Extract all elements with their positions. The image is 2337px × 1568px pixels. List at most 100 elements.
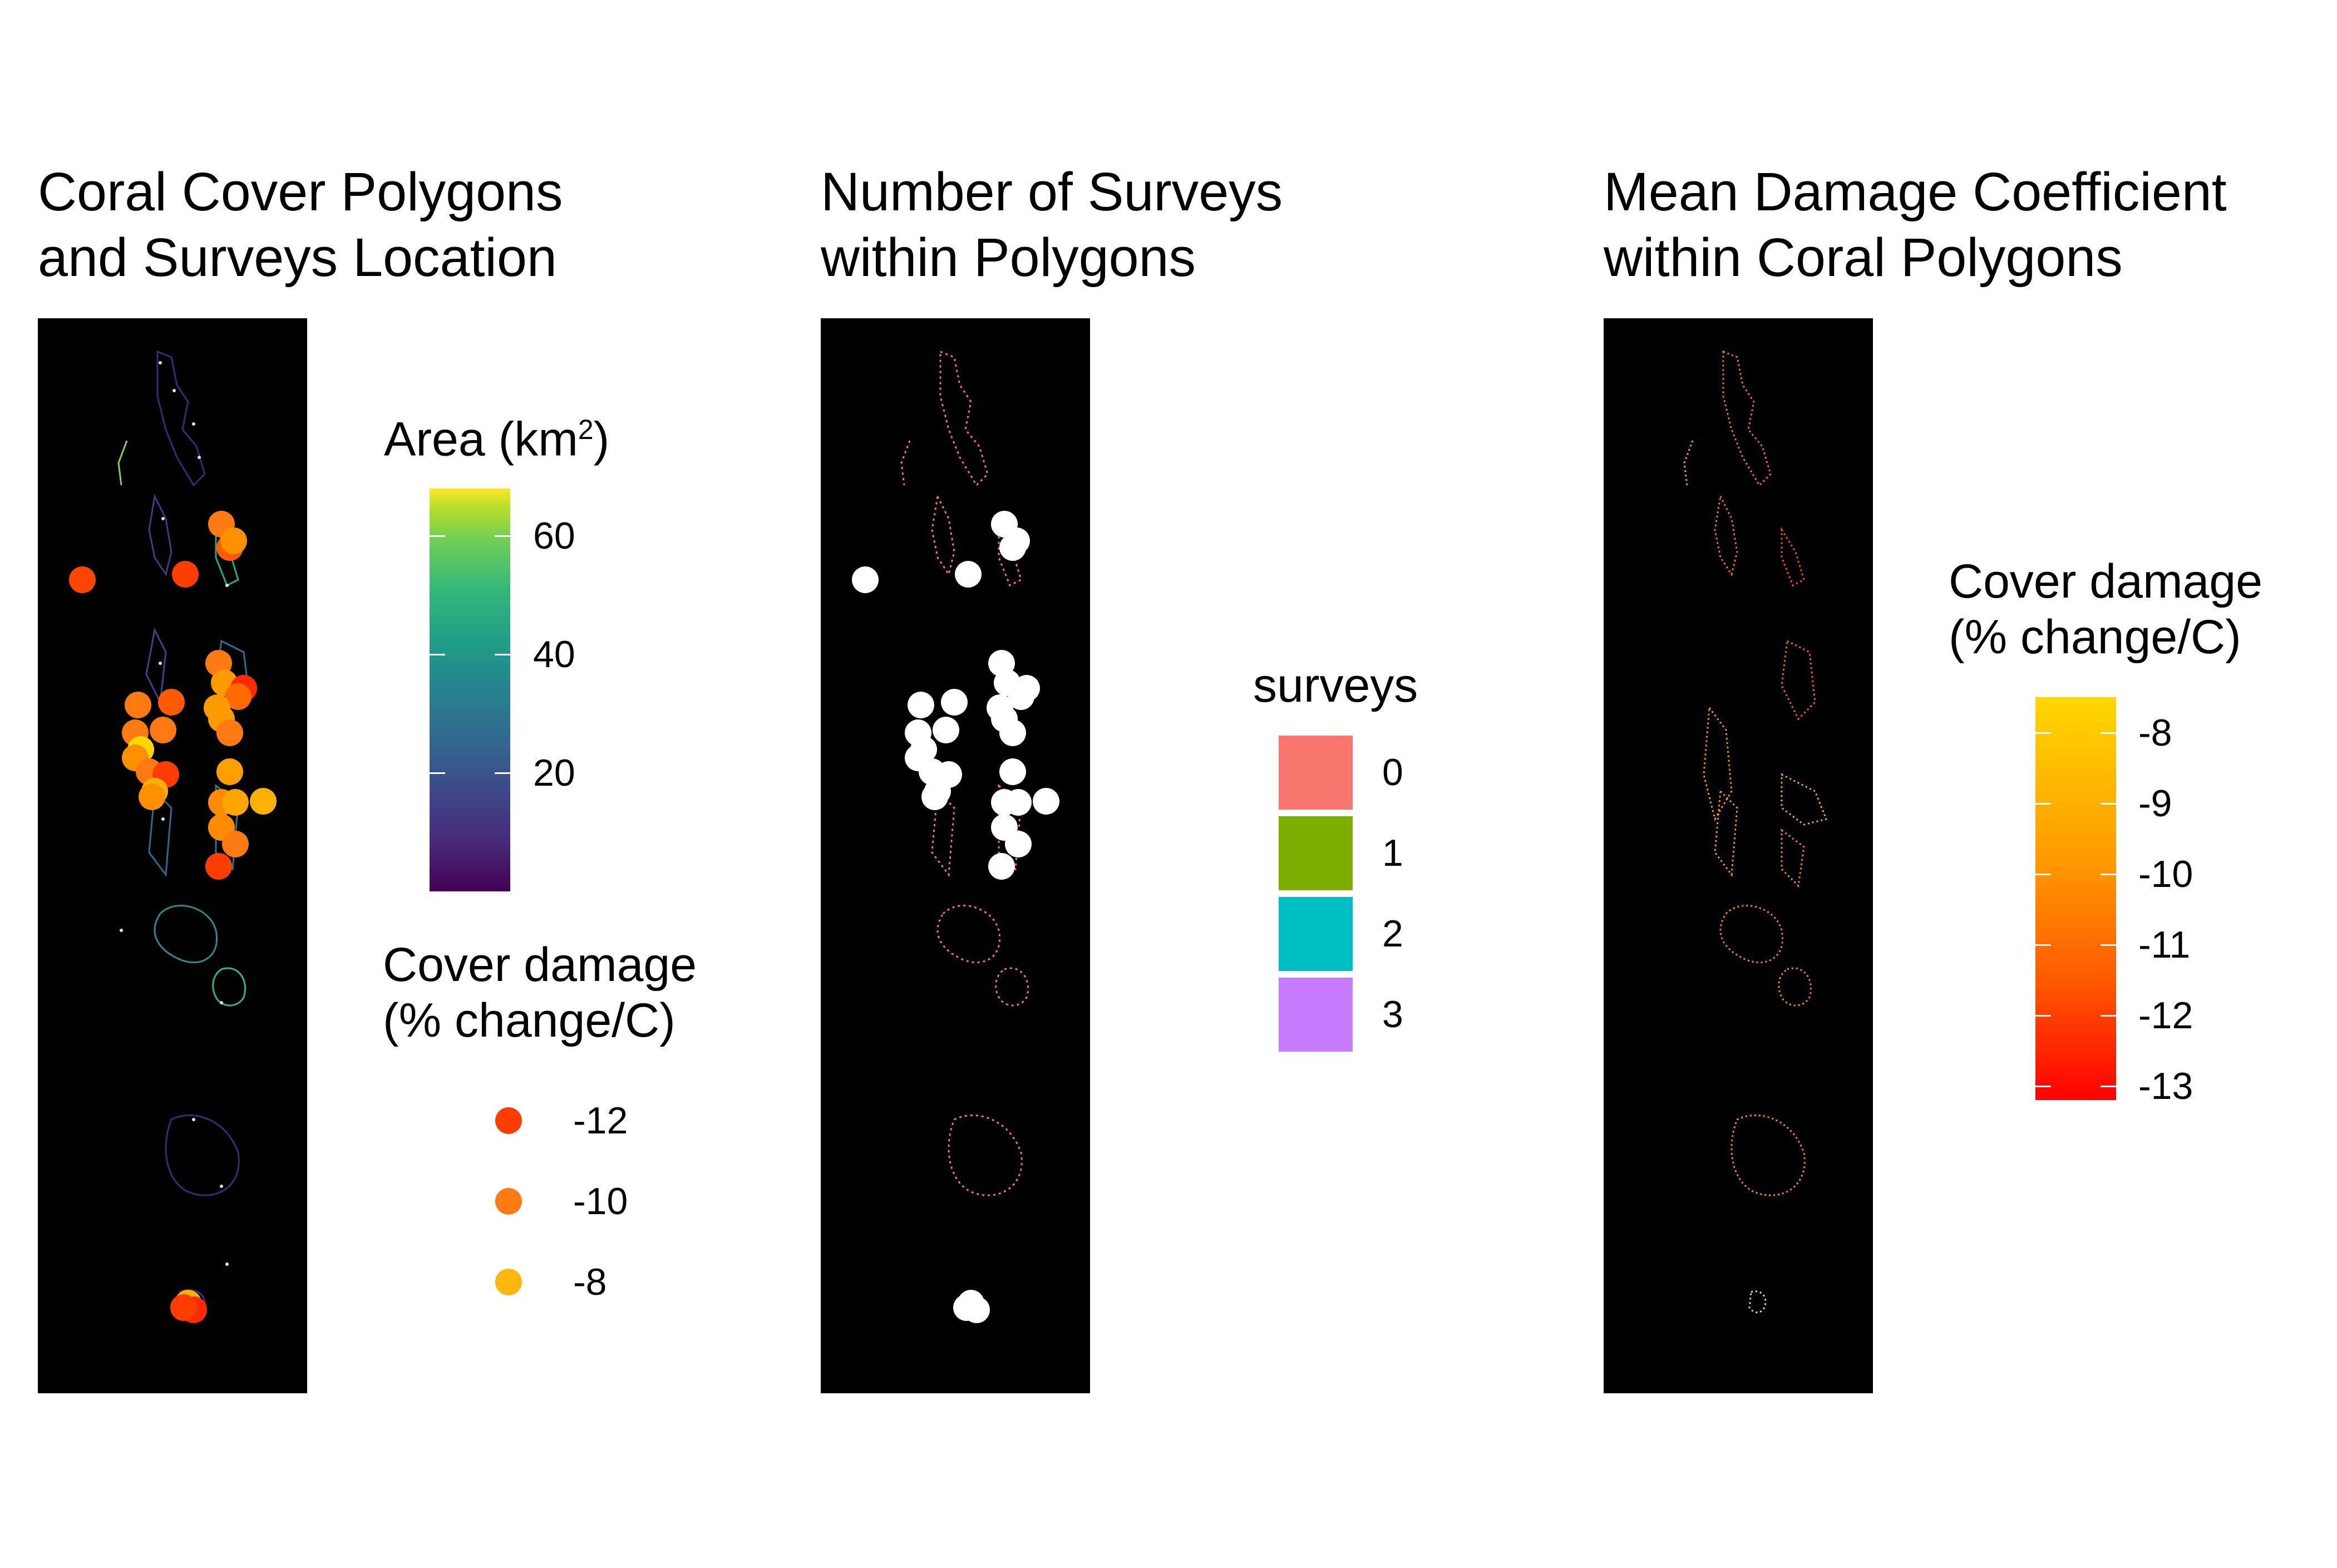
legend-area-title-sup: 2 xyxy=(578,414,594,445)
island-dot xyxy=(225,584,229,587)
legend-damage-tickmark xyxy=(2035,732,2051,734)
map-coral-cover-polygons[interactable] xyxy=(38,318,307,1393)
survey-point[interactable] xyxy=(250,788,277,815)
legend-area-tick-label: 60 xyxy=(533,515,575,558)
atoll-outline xyxy=(1778,967,1812,1007)
atoll-outline xyxy=(936,905,1000,964)
panel-1-title-line2: and Surveys Location xyxy=(38,227,557,288)
atoll-outline xyxy=(1781,773,1828,826)
legend-damage-tickmark xyxy=(2101,1085,2116,1087)
legend-damage-tickmark xyxy=(2035,873,2051,875)
survey-point[interactable] xyxy=(139,783,165,810)
legend-damage-tickmark xyxy=(2035,802,2051,805)
survey-point[interactable] xyxy=(933,717,959,743)
survey-point[interactable] xyxy=(1003,527,1030,554)
atoll-outline xyxy=(1781,639,1816,721)
map-damage-svg xyxy=(1683,350,1828,1314)
survey-point[interactable] xyxy=(150,717,176,743)
legend-surveys-label: 3 xyxy=(1382,993,1403,1036)
survey-point[interactable] xyxy=(921,783,948,810)
legend-area-tick-label: 20 xyxy=(533,752,575,795)
atoll-outline xyxy=(165,1115,240,1196)
legend-damage-tick-label: -9 xyxy=(2138,782,2172,825)
legend-damage-tick-label: -10 xyxy=(2138,852,2193,895)
legend-cover-point-key xyxy=(495,1107,522,1134)
atoll-outline xyxy=(1683,440,1694,486)
atoll-outline xyxy=(939,350,989,487)
island-dot xyxy=(220,1001,223,1004)
survey-point[interactable] xyxy=(225,683,252,710)
legend-surveys-swatch xyxy=(1279,978,1353,1052)
panel-1-title-line1: Coral Cover Polygons xyxy=(38,161,563,222)
map-surveys-within-polygons[interactable] xyxy=(821,318,1090,1393)
legend-area-tick-label: 40 xyxy=(533,633,575,676)
atoll-outline xyxy=(900,440,911,486)
survey-point[interactable] xyxy=(216,758,243,785)
survey-point[interactable] xyxy=(1033,788,1059,815)
legend-damage-tick-label: -11 xyxy=(2138,923,2191,966)
atoll-outline xyxy=(148,494,172,576)
survey-point[interactable] xyxy=(955,561,982,588)
legend-surveys-title: surveys xyxy=(1253,659,1418,712)
island-dot xyxy=(161,517,165,520)
legend-damage-tick-label: -12 xyxy=(2138,994,2193,1037)
legend-damage-tick-label: -8 xyxy=(2138,711,2172,754)
legend-surveys-label: 2 xyxy=(1382,913,1403,955)
survey-point[interactable] xyxy=(941,689,968,716)
survey-point[interactable] xyxy=(216,719,243,746)
legend-damage-tick-label: -13 xyxy=(2138,1064,2193,1107)
survey-point[interactable] xyxy=(953,1294,980,1321)
survey-point[interactable] xyxy=(908,692,934,718)
survey-point[interactable] xyxy=(222,789,249,816)
map-mean-damage-coefficient[interactable] xyxy=(1604,318,1873,1393)
survey-point[interactable] xyxy=(999,758,1026,785)
survey-point[interactable] xyxy=(205,853,232,880)
atoll-outline xyxy=(212,967,246,1007)
survey-point[interactable] xyxy=(1005,789,1032,816)
legend-cover-point-label: -8 xyxy=(573,1261,607,1303)
survey-point[interactable] xyxy=(170,1294,197,1321)
survey-point[interactable] xyxy=(222,831,249,857)
legend-cover-point-key xyxy=(495,1188,522,1215)
atoll-outline xyxy=(1781,526,1805,587)
survey-point[interactable] xyxy=(1008,683,1034,710)
legend-damage-title-line2: (% change/C) xyxy=(1949,610,2241,664)
atoll-outline xyxy=(931,494,955,576)
panel-2-title-line1: Number of Surveys xyxy=(821,161,1283,222)
survey-point[interactable] xyxy=(158,689,185,716)
island-dot xyxy=(220,1185,223,1188)
map-coral-cover-svg xyxy=(69,350,277,1323)
legend-cover-points-title-line1: Cover damage xyxy=(383,938,697,992)
island-dot xyxy=(192,1118,195,1121)
legend-surveys-label: 1 xyxy=(1382,832,1403,874)
survey-point[interactable] xyxy=(999,719,1026,746)
legend-area-tickmark xyxy=(430,772,445,775)
legend-damage-tickmark xyxy=(2101,732,2116,734)
legend-area-colorbar xyxy=(430,489,510,891)
survey-point[interactable] xyxy=(172,561,199,588)
atoll-outline xyxy=(1722,350,1772,487)
atoll-outline xyxy=(117,440,128,486)
survey-point[interactable] xyxy=(852,566,879,593)
legend-cover-point-label: -12 xyxy=(573,1099,628,1142)
legend-damage-tickmark xyxy=(2101,802,2116,805)
island-dot xyxy=(172,389,176,392)
survey-point[interactable] xyxy=(125,692,151,718)
atoll-outline xyxy=(1703,705,1733,821)
legend-damage-title-line1: Cover damage xyxy=(1949,555,2263,608)
survey-point[interactable] xyxy=(69,566,96,593)
survey-point[interactable] xyxy=(988,853,1015,880)
legend-surveys-swatch xyxy=(1279,816,1353,890)
survey-point[interactable] xyxy=(1005,831,1032,857)
atoll-outline xyxy=(1730,1115,1806,1196)
legend-area-title-text: Area (km xyxy=(384,412,578,466)
atoll-outline xyxy=(998,526,1022,587)
island-dot xyxy=(225,1263,229,1266)
atoll-outline xyxy=(1719,905,1783,964)
legend-area-tickmark xyxy=(495,772,510,775)
legend-area-title-close: ) xyxy=(593,412,610,466)
legend-damage-tickmark xyxy=(2101,1014,2116,1017)
legend-area-tickmark xyxy=(495,535,510,538)
survey-point[interactable] xyxy=(220,527,247,554)
legend-damage-tickmark xyxy=(2035,944,2051,946)
